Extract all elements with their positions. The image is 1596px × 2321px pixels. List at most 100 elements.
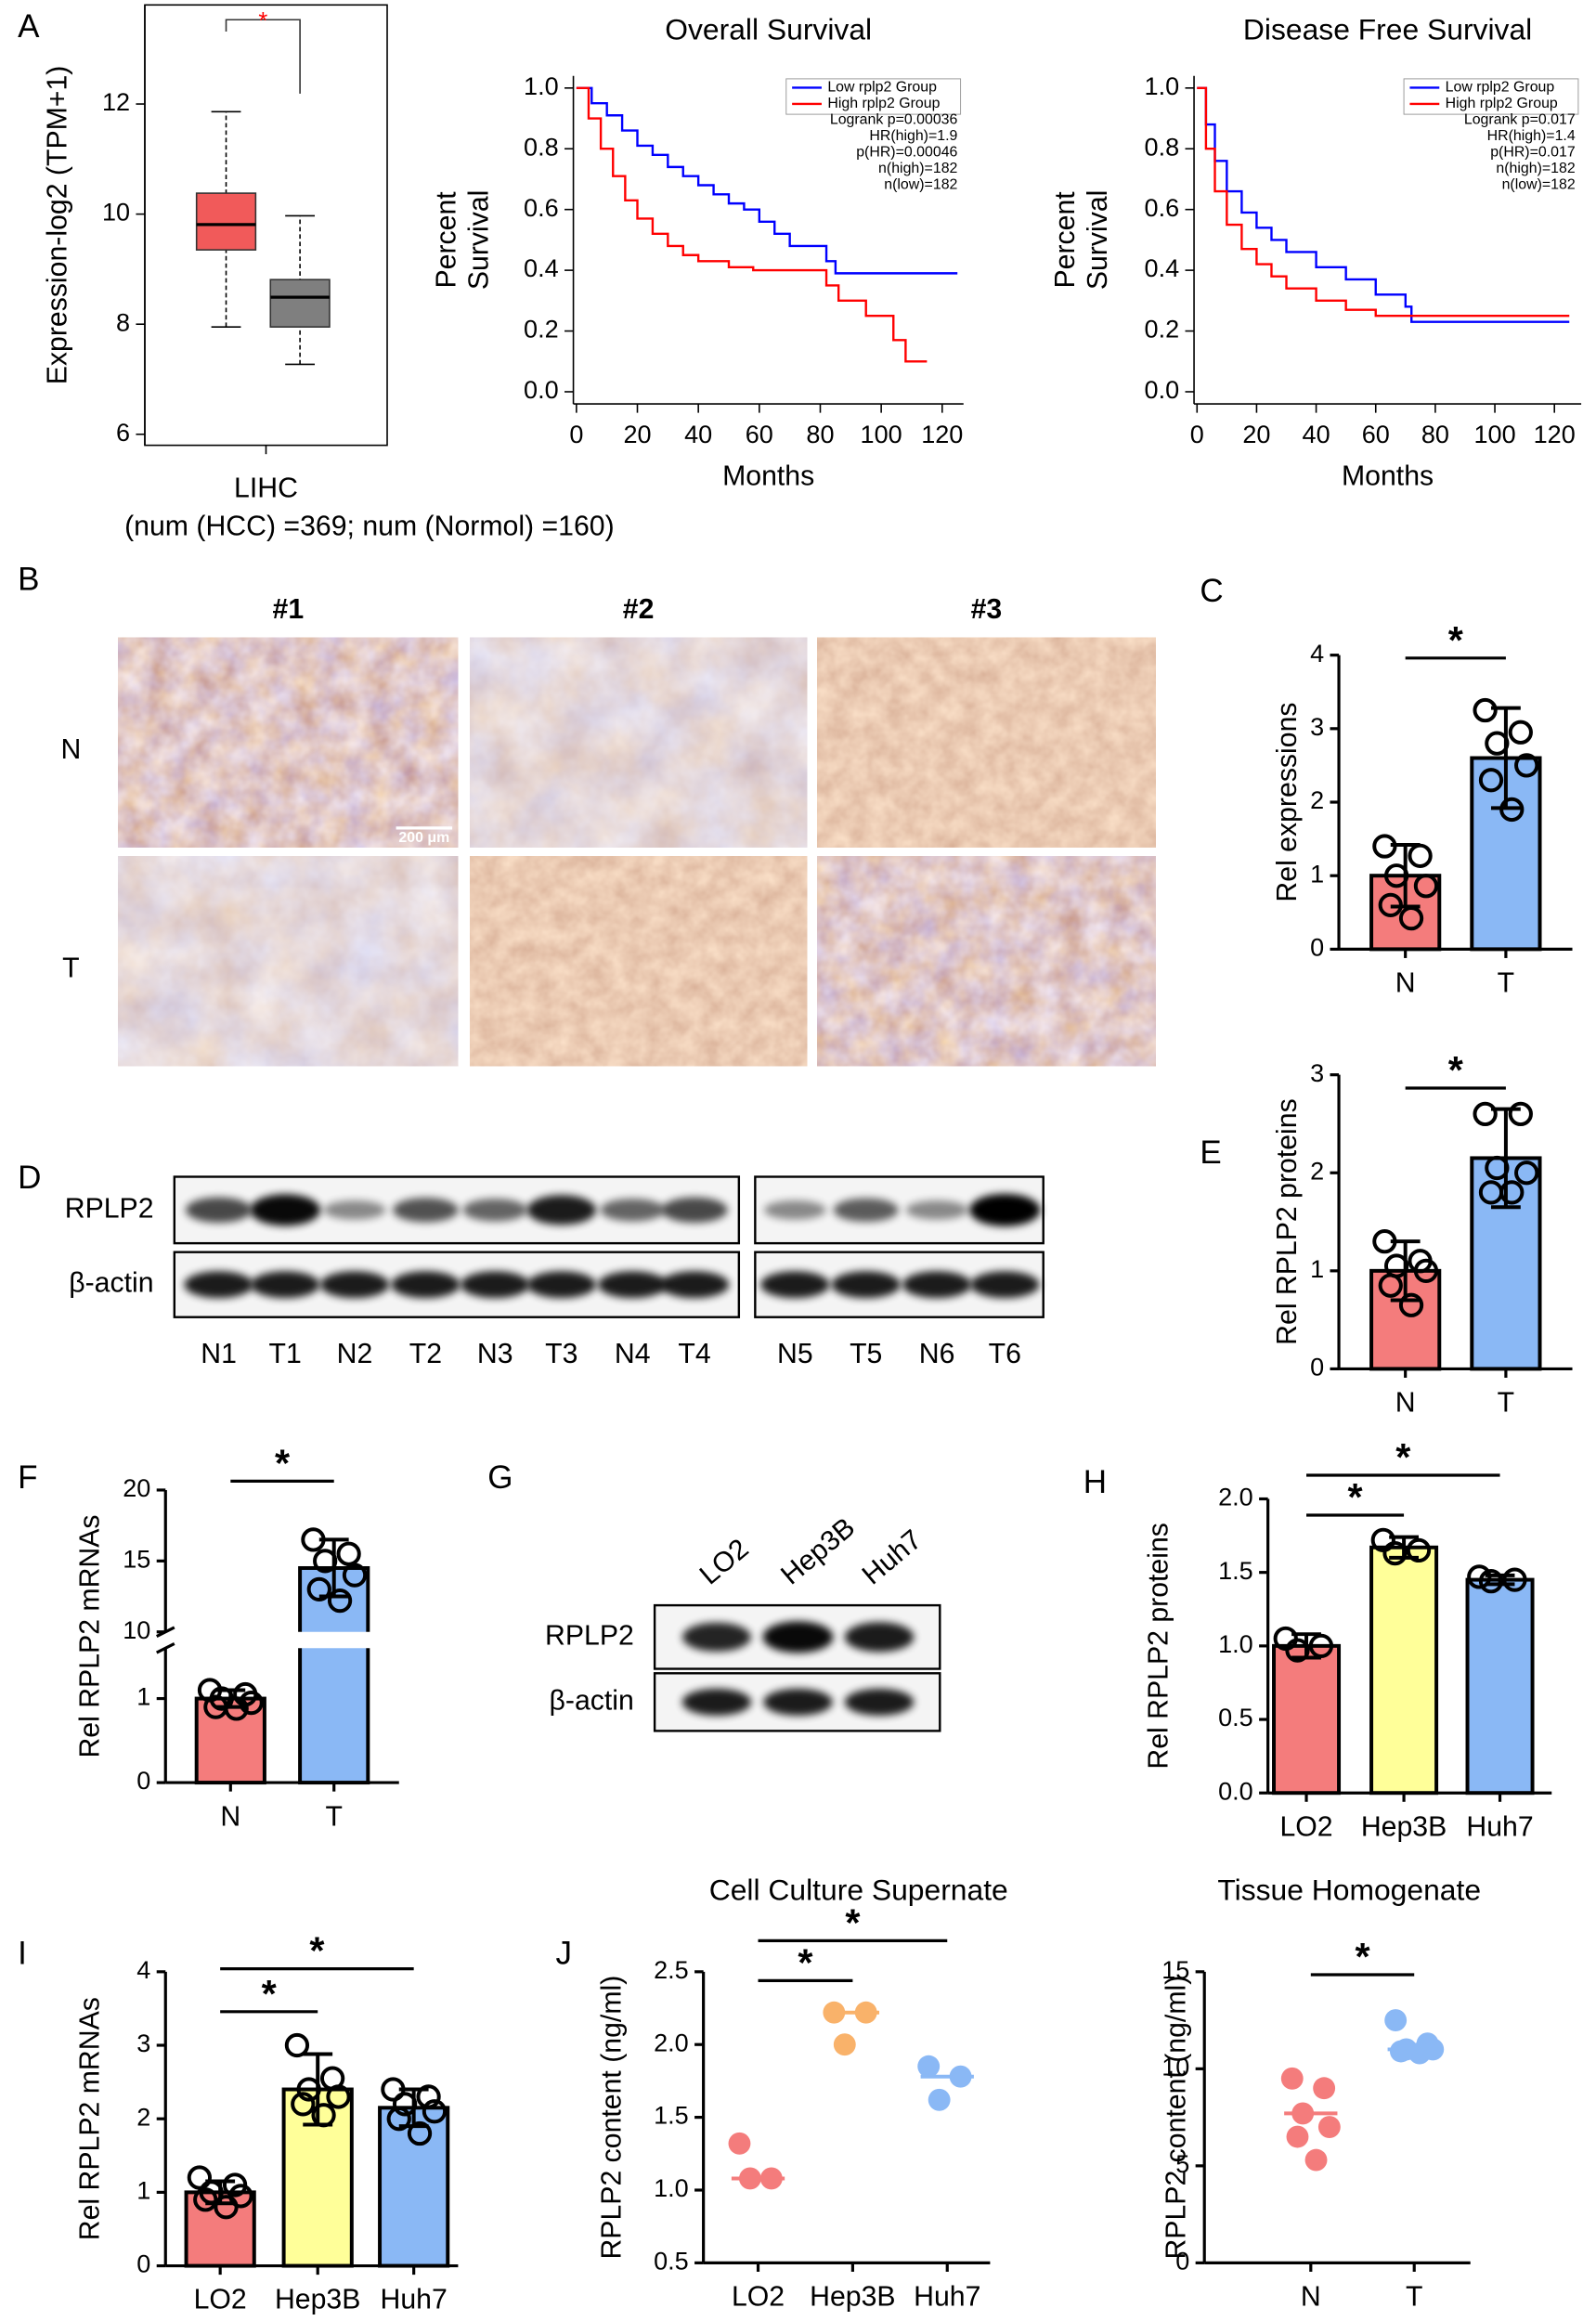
lane-label: T2 [409,1339,442,1369]
lane-label: T3 [545,1339,577,1369]
data-point [193,2187,218,2212]
lane-label: N5 [777,1339,813,1369]
y-axis-label: Survival [1083,190,1113,291]
lane-label: Huh7 [857,1524,928,1591]
y-axis-label: RPLP2 content (ng/ml) [1161,1976,1192,2260]
significance-label: * [262,1973,278,2016]
blot-band [763,1199,826,1220]
data-point [1378,1273,1403,1298]
x-tick-label: LO2 [732,2282,785,2313]
ihc-image [470,856,808,1067]
data-point [187,2165,213,2190]
y-tick-label: 3 [136,2029,150,2057]
annotation: n(low)=182 [1502,177,1576,193]
data-point [1413,874,1439,899]
blot-band [763,1688,833,1716]
lane-label: T6 [989,1339,1021,1369]
blot-band [184,1271,253,1299]
blot-band [969,1193,1041,1226]
y-tick-label: 0.8 [524,133,559,161]
lane-label: T5 [850,1339,882,1369]
ihc-row-label: T [62,953,79,984]
annotation: Logrank p=0.00036 [830,112,958,128]
y-tick-label: 0.6 [1145,194,1180,222]
survival-line [1197,86,1570,318]
y-tick-label: 5 [1175,2150,1189,2178]
y-tick-label: 2 [1310,1157,1324,1185]
legend-label: High rplp2 Group [827,96,940,111]
y-tick-label: 2 [136,2103,150,2131]
data-point [296,2077,321,2102]
x-tick-label: 0 [569,421,583,448]
legend-label: High rplp2 Group [1446,96,1558,111]
legend-frame [785,78,962,115]
blot-band [250,1194,321,1226]
data-point [1383,863,1409,888]
chart-title: Tissue Homogenate [1217,1873,1481,1906]
y-tick-label: 0.4 [524,254,559,282]
x-tick-label: Huh7 [381,2285,448,2315]
data-point [311,2103,336,2128]
panel-label: H [1083,1464,1107,1500]
data-point [291,2092,316,2117]
blot-band [462,1199,527,1222]
data-point [1372,834,1397,859]
chart-title: Overall Survival [665,12,872,45]
x-tick-label: LO2 [1279,1811,1332,1842]
y-tick-label: 0.2 [524,316,559,344]
data-point [1398,1292,1424,1317]
y-tick-label: 0.6 [524,194,559,222]
data-point [239,1690,264,1716]
y-tick-label: 1.5 [654,2102,689,2130]
x-tick-label: T [1498,1388,1514,1419]
box [195,192,257,251]
data-point [1499,1180,1525,1205]
data-point [1499,797,1525,823]
data-point [416,2084,441,2109]
ihc-row-label: N [60,734,81,765]
sample-note: (num (HCC) =369; num (Normol) =160) [124,512,615,542]
data-point [1378,892,1403,918]
x-tick-label: 100 [861,421,902,448]
data-point [1406,1537,1432,1563]
ihc-image [817,856,1156,1067]
blot-band [323,1199,386,1220]
ihc-image [817,637,1156,848]
y-tick-label: 0.8 [1145,133,1180,161]
data-point [284,2032,310,2058]
bar [1272,1643,1342,1796]
y-tick-label: 15 [123,1545,150,1573]
y-tick-label: 1 [136,1683,150,1711]
y-tick-label: 0 [1310,1354,1324,1381]
plot-frame [144,4,388,447]
panel-label: E [1200,1135,1221,1171]
data-point [728,2132,751,2155]
blot-band [905,1199,968,1220]
data-point [1485,1155,1510,1181]
annotation: n(low)=182 [884,177,957,193]
data-point [1514,1160,1539,1186]
data-point [1508,720,1533,745]
y-tick-label: 1.5 [1218,1557,1253,1585]
y-tick-label: 1.0 [1145,72,1180,100]
x-tick-label: Huh7 [1466,1811,1533,1842]
y-tick-label: 2 [1310,786,1324,814]
y-tick-label: 4 [136,1956,150,1984]
x-tick-label: LO2 [194,2285,247,2315]
x-tick-label: N [220,1801,240,1832]
data-point [917,2055,941,2078]
bar [1465,1577,1535,1796]
y-axis-label: Rel RPLP2 mRNAs [75,1514,106,1757]
y-tick-label: 2.0 [654,2029,689,2056]
data-point [422,2099,448,2124]
blot-band [526,1195,597,1225]
y-tick-label: 0 [1175,2248,1189,2276]
data-point [1473,697,1498,723]
blot-band [319,1271,390,1299]
lane-label: T1 [269,1339,302,1369]
annotation: Logrank p=0.017 [1464,112,1576,128]
x-tick-label: 20 [1242,421,1270,448]
bar [378,2106,450,2268]
